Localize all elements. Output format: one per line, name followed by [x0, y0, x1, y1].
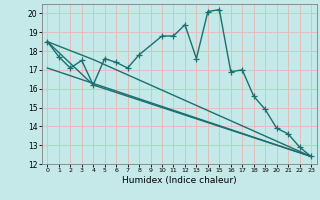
X-axis label: Humidex (Indice chaleur): Humidex (Indice chaleur): [122, 176, 236, 185]
